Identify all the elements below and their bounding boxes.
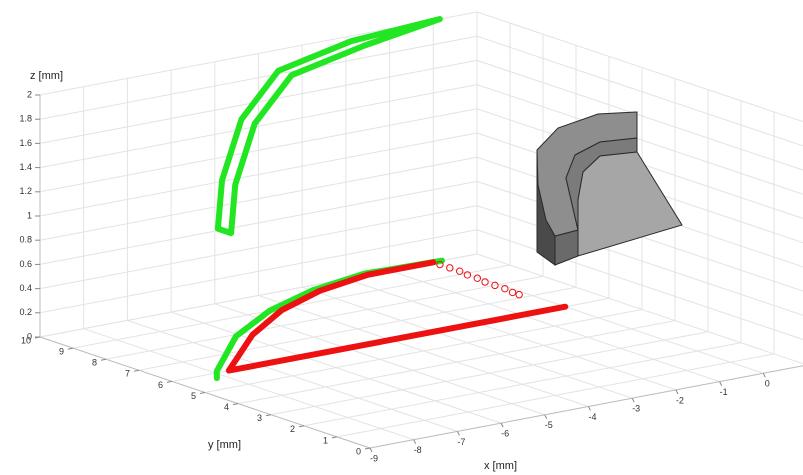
tick-mark (501, 423, 503, 427)
x-tick-label: -8 (414, 445, 422, 455)
tick-mark (233, 404, 238, 405)
tick-mark (332, 437, 337, 438)
y-tick-label: 8 (92, 358, 97, 368)
grid-line (238, 321, 675, 404)
tick-mark (134, 370, 139, 371)
tick-mark (365, 448, 370, 449)
tick-mark (414, 440, 416, 444)
x-tick-label: -1 (720, 387, 728, 397)
grid-line (477, 60, 803, 171)
chart: -9-8-7-6-5-4-3-2-1001234567891000.20.40.… (0, 0, 803, 475)
tick-mark (720, 382, 722, 386)
tick-mark (167, 381, 172, 382)
x-tick-label: -3 (632, 404, 640, 414)
y-tick-label: 0 (356, 446, 361, 456)
z-axis-title: z [mm] (30, 70, 63, 82)
marker (509, 289, 515, 295)
y-tick-label: 6 (158, 380, 163, 390)
tick-mark (370, 448, 372, 452)
z-tick-label: 1.6 (19, 138, 32, 148)
x-tick-label: -9 (370, 453, 378, 463)
solid-wedge-face (578, 152, 682, 256)
tick-mark (545, 415, 547, 419)
tick-mark (68, 348, 73, 349)
y-tick-label: 7 (125, 369, 130, 379)
grid-line (337, 354, 774, 437)
tick-mark (676, 390, 678, 394)
grid-line (271, 332, 708, 415)
z-tick-label: 0.6 (19, 259, 32, 269)
grid-line (304, 343, 741, 426)
x-tick-label: -5 (545, 420, 553, 430)
grid-line (477, 36, 803, 147)
tick-mark (299, 426, 304, 427)
tick-mark (266, 415, 271, 416)
tick-mark (589, 407, 591, 411)
z-tick-label: 2 (27, 89, 32, 99)
z-tick-label: 1.2 (19, 186, 32, 196)
z-tick-label: 0 (27, 331, 32, 341)
grid-line (139, 287, 576, 370)
y-tick-label: 4 (224, 402, 229, 412)
x-tick-label: -6 (501, 428, 509, 438)
grid-line (477, 12, 803, 123)
marker (516, 291, 522, 297)
x-axis-title: x [mm] (484, 460, 517, 472)
z-tick-label: 0.4 (19, 283, 32, 293)
tick-mark (457, 431, 459, 435)
z-tick-label: 1 (27, 210, 32, 220)
grid (35, 12, 803, 452)
x-tick-label: -2 (676, 395, 684, 405)
z-tick-label: 0.2 (19, 307, 32, 317)
solid-model (537, 112, 682, 265)
z-tick-label: 1.8 (19, 114, 32, 124)
grid-line (477, 230, 803, 341)
plot-area: -9-8-7-6-5-4-3-2-1001234567891000.20.40.… (19, 19, 769, 463)
tick-mark (101, 359, 106, 360)
y-tick-label: 9 (59, 346, 64, 356)
path-line (229, 262, 565, 370)
x-tick-label: -7 (457, 437, 465, 447)
tick-mark (200, 393, 205, 394)
y-tick-label: 1 (323, 435, 328, 445)
x-tick-label: -4 (588, 412, 596, 422)
path-line (218, 19, 440, 233)
tick-mark (632, 398, 634, 402)
x-tick-label: 0 (765, 379, 770, 389)
y-axis-title: y [mm] (208, 439, 241, 451)
y-tick-label: 5 (191, 391, 196, 401)
tick-mark (763, 373, 765, 377)
z-tick-label: 1.4 (19, 162, 32, 172)
y-tick-label: 2 (290, 424, 295, 434)
z-tick-label: 0.8 (19, 235, 32, 245)
y-tick-label: 3 (257, 413, 262, 423)
